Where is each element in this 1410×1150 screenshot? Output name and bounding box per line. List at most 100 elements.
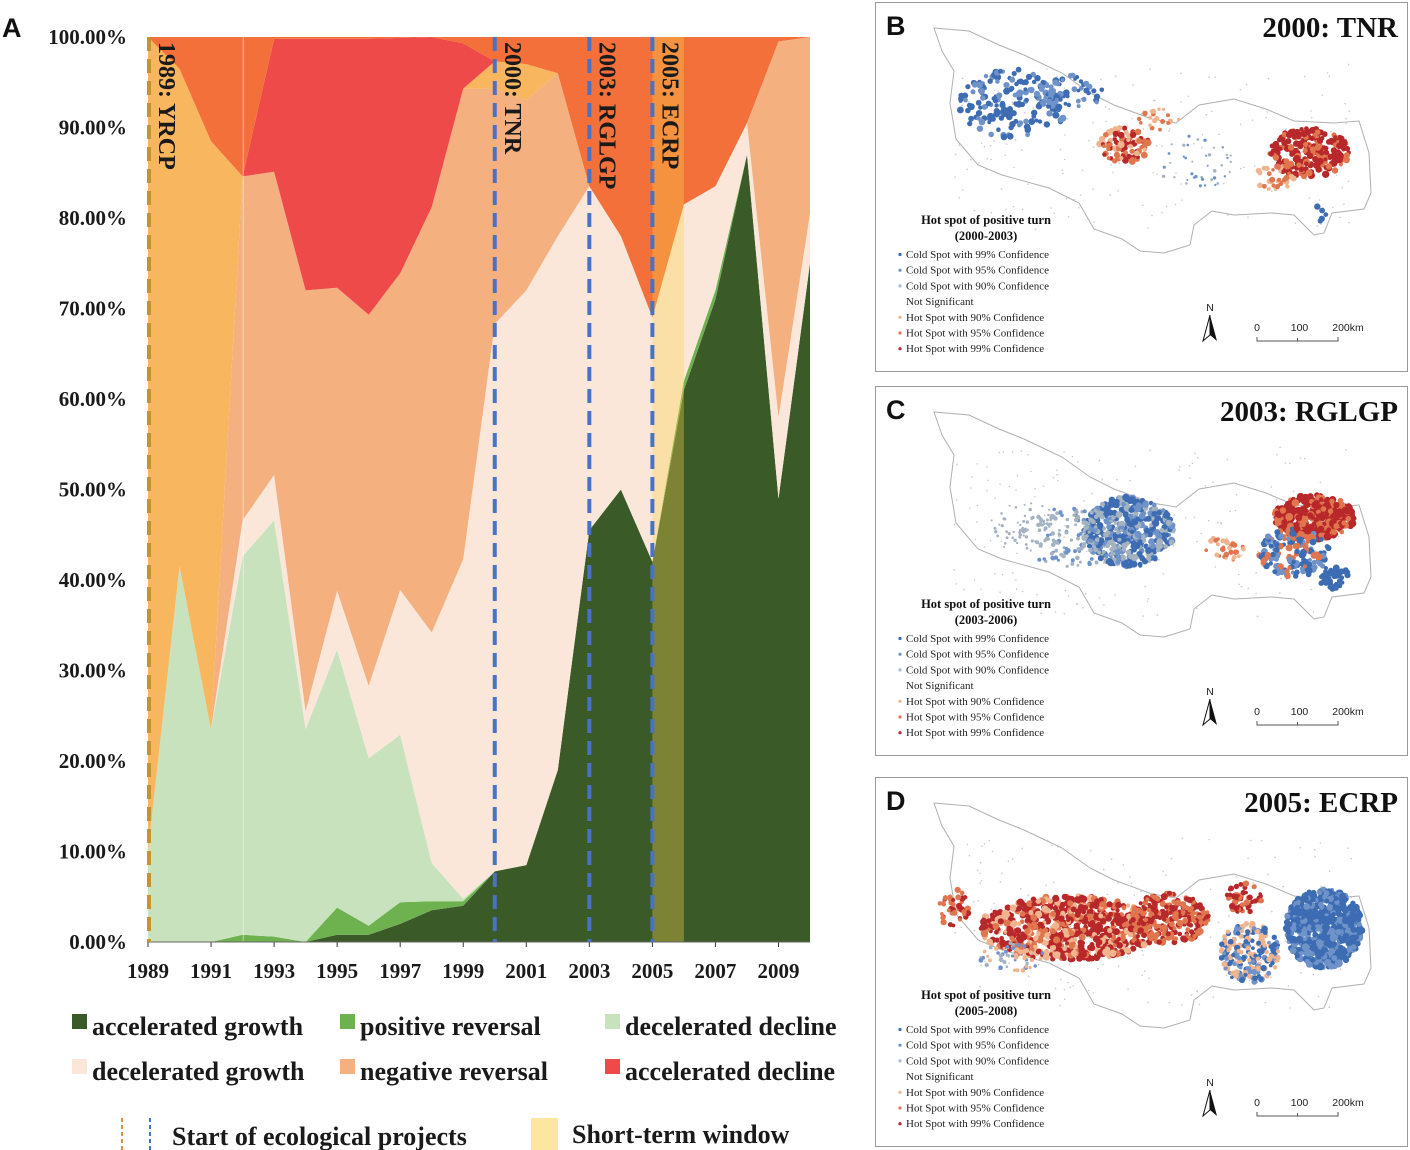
map-dot bbox=[1335, 174, 1338, 176]
map-dot bbox=[1104, 106, 1107, 108]
hotspot-dot bbox=[1052, 906, 1058, 911]
map-dot bbox=[1294, 222, 1297, 224]
hotspot-dot bbox=[1334, 905, 1341, 912]
map-dot bbox=[1260, 839, 1263, 842]
hotspot-dot bbox=[1328, 913, 1335, 919]
map-dot bbox=[1321, 94, 1324, 97]
hotspot-dot bbox=[1035, 898, 1042, 904]
hotspot-dot bbox=[1262, 183, 1267, 189]
map-dot bbox=[1097, 967, 1099, 970]
hotspot-dot bbox=[1300, 551, 1307, 558]
hotspot-dot bbox=[978, 88, 985, 95]
hotspot-dot bbox=[1025, 73, 1033, 80]
hotspot-dot bbox=[1162, 524, 1168, 530]
map-dot bbox=[973, 929, 976, 932]
hotspot-dot bbox=[1004, 904, 1011, 911]
hotspot-dot bbox=[982, 949, 987, 954]
map-dot bbox=[1234, 509, 1237, 512]
hotspot-dot bbox=[986, 938, 994, 946]
map-dot bbox=[1015, 579, 1017, 581]
hotspot-dot bbox=[1054, 548, 1059, 553]
hotspot-dot bbox=[1076, 104, 1081, 109]
hotspot-dot bbox=[1334, 581, 1339, 587]
hotspot-dot bbox=[1355, 912, 1362, 919]
hotspot-dot bbox=[1322, 170, 1330, 178]
map-dot bbox=[1101, 479, 1103, 481]
hotspot-dot bbox=[1019, 101, 1025, 108]
hotspot-dot bbox=[1251, 959, 1256, 964]
hotspot-dot bbox=[1301, 514, 1309, 522]
map-dot bbox=[1345, 449, 1347, 451]
hotspot-dot bbox=[1030, 539, 1034, 543]
map-dot bbox=[1063, 87, 1066, 89]
map-dot bbox=[1011, 572, 1014, 574]
hotspot-dot bbox=[1160, 893, 1168, 901]
map-dot bbox=[1319, 481, 1322, 484]
map-dot bbox=[1191, 462, 1194, 465]
hotspot-dot bbox=[1240, 546, 1246, 552]
hotspot-dot bbox=[1284, 568, 1290, 574]
hotspot-dot bbox=[1117, 131, 1125, 139]
map-dot bbox=[1170, 857, 1173, 860]
hotspot-dot bbox=[1109, 547, 1114, 552]
map-dot bbox=[1068, 963, 1070, 966]
hotspot-dot bbox=[1056, 942, 1062, 948]
map-dot bbox=[979, 872, 981, 874]
hotspot-dot bbox=[1138, 563, 1143, 568]
hotspot-dot bbox=[1174, 916, 1179, 922]
y-tick-label: 20.00% bbox=[59, 749, 127, 773]
hotspot-dot bbox=[1329, 498, 1335, 504]
map-dot bbox=[988, 839, 991, 842]
hotspot-dot bbox=[1115, 559, 1121, 565]
map-dot bbox=[953, 523, 956, 526]
hotspot-dot bbox=[1225, 929, 1231, 934]
map-dot bbox=[976, 504, 979, 507]
hotspot-dot bbox=[1008, 941, 1013, 945]
hotspot-dot bbox=[1037, 557, 1042, 562]
map-dot bbox=[1287, 985, 1290, 987]
hotspot-dot bbox=[1083, 87, 1090, 94]
hotspot-dot bbox=[986, 954, 990, 958]
hotspot-dot bbox=[1099, 87, 1105, 93]
hotspot-dot bbox=[1240, 929, 1245, 934]
hotspot-dot bbox=[1159, 528, 1165, 533]
area-series-accelerated-decline bbox=[148, 37, 810, 318]
hotspot-dot bbox=[1024, 97, 1029, 103]
hotspot-dot bbox=[1213, 538, 1219, 543]
y-tick-label: 70.00% bbox=[59, 297, 127, 321]
hotspot-dot bbox=[1125, 549, 1132, 555]
map-dot bbox=[1079, 194, 1082, 196]
map-dot bbox=[1053, 881, 1055, 883]
hotspot-dot bbox=[1141, 138, 1147, 144]
hotspot-dot bbox=[1005, 965, 1009, 968]
hotspot-dot bbox=[1205, 910, 1210, 915]
hotspot-dot bbox=[1269, 176, 1276, 183]
hotspot-dot bbox=[1208, 538, 1214, 544]
hotspot-dot bbox=[1253, 953, 1258, 958]
area-series-decelerated-growth bbox=[148, 123, 810, 899]
hotspot-dot bbox=[1030, 914, 1038, 922]
map-dot bbox=[1328, 870, 1331, 872]
hotspot-dot bbox=[1008, 124, 1014, 131]
hotspot-dot bbox=[1057, 532, 1061, 535]
map-dot bbox=[981, 845, 983, 848]
map-dot bbox=[1239, 123, 1242, 126]
hotspot-dot bbox=[1271, 183, 1276, 188]
map-dot bbox=[1087, 989, 1090, 992]
hotspot-dot bbox=[1329, 153, 1336, 160]
map-dot bbox=[980, 588, 982, 591]
hotspot-dot bbox=[1283, 174, 1290, 181]
hotspot-dot bbox=[1102, 152, 1107, 157]
hotspot-dot bbox=[1099, 135, 1106, 143]
hotspot-dot bbox=[1303, 564, 1307, 569]
hotspot-dot bbox=[1237, 554, 1241, 559]
hotspot-dot bbox=[1154, 116, 1160, 121]
hotspot-dot bbox=[1318, 532, 1324, 538]
map-dot bbox=[980, 142, 983, 144]
map-dot bbox=[1350, 857, 1352, 860]
hotspot-dot bbox=[1275, 949, 1280, 954]
hotspot-dot bbox=[1251, 946, 1255, 950]
hotspot-dot bbox=[1264, 553, 1270, 559]
north-arrow-icon bbox=[1202, 698, 1211, 727]
hotspot-dot bbox=[1329, 569, 1336, 575]
